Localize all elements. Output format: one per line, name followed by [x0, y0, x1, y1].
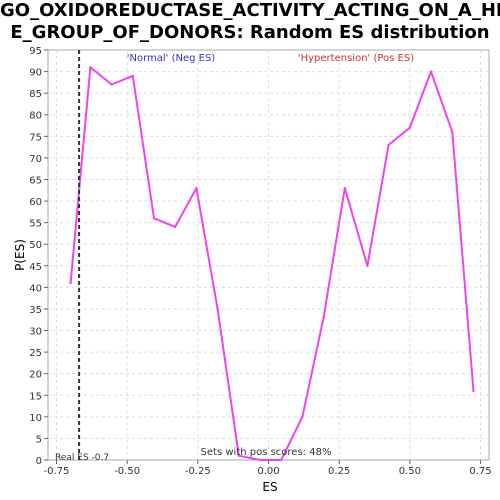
data-point	[343, 186, 347, 190]
data-point	[408, 126, 412, 129]
chart-title-line-1: GO_OXIDOREDUCTASE_ACTIVITY_ACTING_ON_A_H…	[0, 0, 500, 21]
y-tick-label: 90	[29, 68, 42, 79]
pos-label: 'Hypertension' (Pos ES)	[298, 53, 414, 64]
chart-title: GO_OXIDOREDUCTASE_ACTIVITY_ACTING_ON_A_H…	[0, 0, 500, 44]
grid-lines	[48, 50, 489, 460]
y-tick-label: 95	[29, 46, 42, 57]
x-tick-label: 0.25	[328, 466, 350, 477]
series-layer	[69, 66, 475, 462]
data-point	[366, 264, 369, 267]
x-axis: -0.75 -0.50 -0.25 0.00 0.25 0.50 0.75	[44, 460, 492, 477]
y-tick-label: 35	[29, 305, 42, 316]
y-axis-label: P(ES)	[13, 239, 27, 271]
data-point	[301, 415, 304, 419]
data-point	[216, 307, 219, 311]
data-point	[195, 186, 198, 190]
y-tick-label: 15	[29, 391, 42, 402]
y-tick-label: 75	[29, 132, 42, 143]
data-point	[451, 130, 454, 134]
data-point	[174, 225, 177, 229]
data-point	[89, 66, 92, 69]
y-tick-label: 80	[29, 111, 42, 122]
data-point	[152, 217, 156, 220]
y-tick-label: 50	[29, 240, 42, 251]
y-tick-label: 85	[29, 89, 42, 100]
data-point	[258, 458, 262, 462]
x-tick-label: 0.00	[257, 466, 279, 477]
y-tick-label: 25	[29, 348, 42, 359]
y-tick-label: 0	[36, 456, 42, 467]
pos-scores-note: Sets with pos scores: 48%	[201, 447, 332, 458]
data-point	[110, 83, 113, 86]
y-tick-label: 20	[29, 370, 42, 381]
real-es-label: Real ES -0.7	[55, 453, 109, 463]
y-tick-label: 10	[29, 413, 42, 424]
x-tick-label: -0.25	[185, 466, 211, 477]
data-point	[472, 389, 475, 393]
data-point	[131, 74, 135, 78]
x-tick-label: -0.50	[114, 466, 140, 477]
data-point	[237, 454, 241, 457]
y-tick-label: 70	[29, 154, 42, 165]
data-point	[429, 70, 433, 73]
y-tick-label: 60	[29, 197, 42, 208]
y-tick-label: 30	[29, 327, 42, 338]
x-axis-label: ES	[262, 480, 277, 494]
series-line	[69, 66, 475, 461]
y-tick-label: 65	[29, 175, 42, 186]
y-tick-label: 5	[36, 434, 42, 445]
neg-label: 'Normal' (Neg ES)	[127, 53, 216, 64]
x-tick-label: 0.50	[399, 466, 421, 477]
x-tick-label: -0.75	[44, 466, 70, 477]
x-tick-label: 0.75	[469, 466, 491, 477]
data-point	[280, 458, 283, 462]
y-tick-label: 40	[29, 283, 42, 294]
data-point	[69, 281, 72, 285]
y-tick-label: 55	[29, 219, 42, 230]
y-tick-label: 45	[29, 262, 42, 273]
data-point	[322, 316, 325, 319]
chart-title-line-2: E_GROUP_OF_DONORS: Random ES distributio…	[10, 22, 490, 43]
data-point	[387, 143, 390, 147]
y-axis: 0 5 10 15 20 25 30 35 40 45 50 55 60 65 70 75 80 85 90 95	[29, 46, 48, 467]
